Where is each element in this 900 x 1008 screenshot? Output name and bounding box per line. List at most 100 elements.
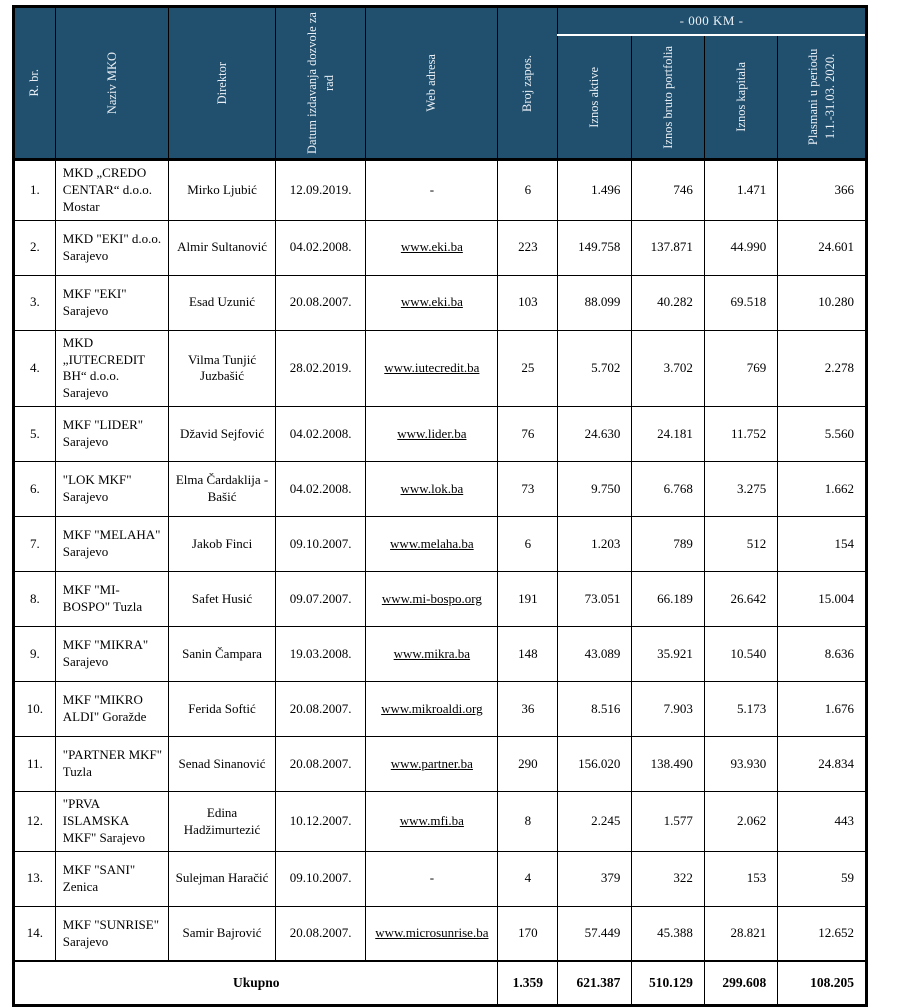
web-link[interactable]: www.microsunrise.ba [375, 925, 489, 941]
cell-assets: 149.758 [557, 219, 633, 276]
cell-capital: 28.821 [703, 905, 779, 962]
web-link[interactable]: www.mfi.ba [399, 813, 464, 829]
km-band-header: - 000 KM - [557, 6, 867, 36]
cell-placements: 12.652 [777, 905, 867, 962]
total-label: Ukupno [12, 960, 499, 1006]
total-assets: 621.387 [557, 960, 633, 1006]
cell-employees: 25 [497, 329, 559, 408]
web-link[interactable]: www.lok.ba [400, 480, 464, 496]
cell-assets: 24.630 [557, 406, 633, 463]
cell-mko-name: MKD "EKI" d.o.o. Sarajevo [54, 219, 170, 276]
cell-row-number: 9. [13, 626, 56, 683]
cell-gross-portfolio: 322 [631, 850, 705, 907]
cell-license-date: 10.12.2007. [274, 791, 367, 852]
cell-capital: 11.752 [703, 406, 779, 463]
cell-row-number: 12. [13, 791, 56, 852]
cell-gross-portfolio: 746 [631, 158, 705, 221]
col-header-mko-name: Naziv MKO [54, 6, 170, 160]
cell-web-address: www.eki.ba [365, 219, 499, 276]
cell-web-address: - [365, 158, 499, 221]
web-link[interactable]: www.mikroaldi.org [381, 700, 483, 716]
cell-placements: 8.636 [777, 626, 867, 683]
cell-employees: 103 [497, 274, 559, 331]
table-row: 7. MKF "MELAHA" Sarajevo Jakob Finci 09.10.… [13, 516, 867, 573]
cell-mko-name: MKF "MIKRO ALDI" Goražde [54, 681, 170, 738]
cell-license-date: 20.08.2007. [274, 274, 367, 331]
col-header-label: Iznos bruto portfolia [660, 45, 675, 149]
cell-license-date: 09.10.2007. [274, 850, 367, 907]
cell-capital: 3.275 [703, 461, 779, 518]
cell-row-number: 1. [13, 158, 56, 221]
web-link[interactable]: www.partner.ba [390, 755, 473, 771]
col-header-gross-portfolio: Iznos bruto portfolia [631, 34, 705, 160]
cell-employees: 36 [497, 681, 559, 738]
cell-web-address: www.mikra.ba [365, 626, 499, 683]
cell-mko-name: MKF "MELAHA" Sarajevo [54, 516, 170, 573]
table-row: 14. MKF "SUNRISE" Sarajevo Samir Bajrović 2… [13, 905, 867, 962]
cell-employees: 6 [497, 158, 559, 221]
cell-employees: 191 [497, 571, 559, 628]
col-header-capital: Iznos kapitala [703, 34, 779, 160]
cell-web-address: www.eki.ba [365, 274, 499, 331]
cell-capital: 512 [703, 516, 779, 573]
table-row: 2. MKD "EKI" d.o.o. Sarajevo Almir Sultano… [13, 219, 867, 276]
cell-assets: 8.516 [557, 681, 633, 738]
total-placements: 108.205 [777, 960, 867, 1006]
cell-gross-portfolio: 35.921 [631, 626, 705, 683]
table-header: R. br. Naziv MKO Direktor Datum izdavanj… [13, 6, 867, 160]
cell-web-address: - [365, 850, 499, 907]
cell-gross-portfolio: 1.577 [631, 791, 705, 852]
table-row: 12. "PRVA ISLAMSKA MKF" Sarajevo Edina Had… [13, 791, 867, 852]
col-header-employees: Broj zapos. [497, 6, 559, 160]
cell-assets: 9.750 [557, 461, 633, 518]
cell-placements: 59 [777, 850, 867, 907]
cell-row-number: 10. [13, 681, 56, 738]
cell-director: Almir Sultanović [168, 219, 276, 276]
cell-capital: 26.642 [703, 571, 779, 628]
table-row: 1. MKD „CREDO CENTAR“ d.o.o. Mostar Mirko … [13, 158, 867, 221]
cell-director: Sanin Čampara [168, 626, 276, 683]
web-link[interactable]: www.eki.ba [400, 294, 463, 310]
cell-license-date: 09.10.2007. [274, 516, 367, 573]
web-link[interactable]: www.mi-bospo.org [381, 590, 482, 606]
cell-director: Ferida Softić [168, 681, 276, 738]
table-row: 13. MKF "SANI" Zenica Sulejman Haračić 09.1… [13, 850, 867, 907]
cell-placements: 1.676 [777, 681, 867, 738]
cell-web-address: www.melaha.ba [365, 516, 499, 573]
cell-assets: 1.203 [557, 516, 633, 573]
col-header-label: Iznos kapitala [733, 62, 748, 132]
cell-mko-name: "PRVA ISLAMSKA MKF" Sarajevo [54, 791, 170, 852]
cell-capital: 93.930 [703, 736, 779, 793]
cell-director: Senad Sinanović [168, 736, 276, 793]
cell-employees: 73 [497, 461, 559, 518]
cell-assets: 5.702 [557, 329, 633, 408]
cell-placements: 366 [777, 158, 867, 221]
web-link[interactable]: www.iutecredit.ba [384, 360, 480, 375]
cell-employees: 223 [497, 219, 559, 276]
cell-web-address: www.partner.ba [365, 736, 499, 793]
cell-row-number: 4. [13, 329, 56, 408]
header-row-top: R. br. Naziv MKO Direktor Datum izdavanj… [13, 6, 867, 160]
cell-row-number: 3. [13, 274, 56, 331]
cell-assets: 43.089 [557, 626, 633, 683]
cell-employees: 170 [497, 905, 559, 962]
cell-gross-portfolio: 137.871 [631, 219, 705, 276]
total-row: Ukupno 1.359 621.387 510.129 299.608 108… [12, 960, 867, 1006]
col-header-label: Datum izdavanja dozvole za rad [304, 12, 336, 154]
cell-web-address: www.mi-bospo.org [365, 571, 499, 628]
web-link[interactable]: www.mikra.ba [393, 645, 471, 661]
cell-web-address: www.iutecredit.ba [365, 329, 499, 408]
cell-capital: 2.062 [703, 791, 779, 852]
cell-employees: 4 [497, 850, 559, 907]
table-row: 8. MKF "MI-BOSPO" Tuzla Safet Husić 09.07.2… [13, 571, 867, 628]
cell-placements: 24.601 [777, 219, 867, 276]
col-header-label: Web adresa [424, 54, 439, 112]
cell-gross-portfolio: 24.181 [631, 406, 705, 463]
web-link[interactable]: www.melaha.ba [390, 535, 474, 551]
cell-director: Jakob Finci [168, 516, 276, 573]
cell-employees: 8 [497, 791, 559, 852]
cell-mko-name: MKF "MIKRA" Sarajevo [54, 626, 170, 683]
web-link[interactable]: www.eki.ba [400, 239, 463, 255]
web-link[interactable]: www.lider.ba [397, 425, 467, 441]
cell-assets: 379 [557, 850, 633, 907]
